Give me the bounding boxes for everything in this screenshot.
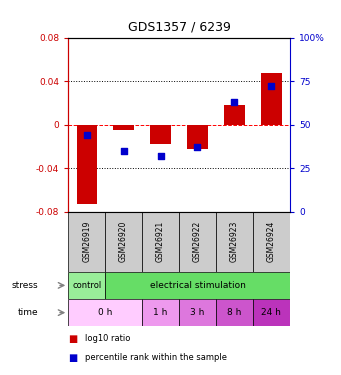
Bar	[216, 299, 253, 326]
Point	[84, 132, 89, 138]
Text: GSM26923: GSM26923	[230, 221, 239, 262]
Text: GSM26920: GSM26920	[119, 221, 128, 262]
Text: GSM26924: GSM26924	[267, 221, 276, 262]
Text: GSM26922: GSM26922	[193, 221, 202, 262]
Text: 3 h: 3 h	[190, 308, 205, 317]
Text: electrical stimulation: electrical stimulation	[150, 281, 246, 290]
Bar	[179, 299, 216, 326]
Text: 1 h: 1 h	[153, 308, 168, 317]
Bar	[68, 272, 105, 299]
Point	[158, 153, 163, 159]
Bar	[150, 124, 171, 144]
Bar	[142, 212, 179, 272]
Text: ■: ■	[68, 352, 77, 363]
Text: log10 ratio: log10 ratio	[85, 334, 131, 343]
Point	[232, 99, 237, 105]
Text: 8 h: 8 h	[227, 308, 242, 317]
Text: GSM26919: GSM26919	[82, 221, 91, 262]
Bar	[68, 212, 105, 272]
Point	[121, 148, 126, 154]
Text: 0 h: 0 h	[98, 308, 112, 317]
Text: time: time	[18, 308, 39, 317]
Bar	[261, 74, 282, 124]
Bar	[253, 299, 290, 326]
Bar	[216, 212, 253, 272]
Point	[195, 144, 200, 150]
Text: percentile rank within the sample: percentile rank within the sample	[85, 352, 227, 362]
Text: 24 h: 24 h	[262, 308, 281, 317]
Text: stress: stress	[12, 281, 39, 290]
Point	[269, 83, 274, 89]
Bar	[253, 212, 290, 272]
Bar	[187, 124, 208, 148]
Text: ■: ■	[68, 334, 77, 344]
Bar	[68, 299, 142, 326]
Bar	[76, 124, 97, 204]
Bar	[114, 124, 134, 130]
Bar	[142, 299, 179, 326]
Text: GDS1357 / 6239: GDS1357 / 6239	[128, 21, 231, 34]
Bar	[224, 105, 244, 125]
Text: control: control	[72, 281, 101, 290]
Bar	[105, 212, 142, 272]
Text: GSM26921: GSM26921	[156, 221, 165, 262]
Bar	[105, 272, 290, 299]
Bar	[179, 212, 216, 272]
